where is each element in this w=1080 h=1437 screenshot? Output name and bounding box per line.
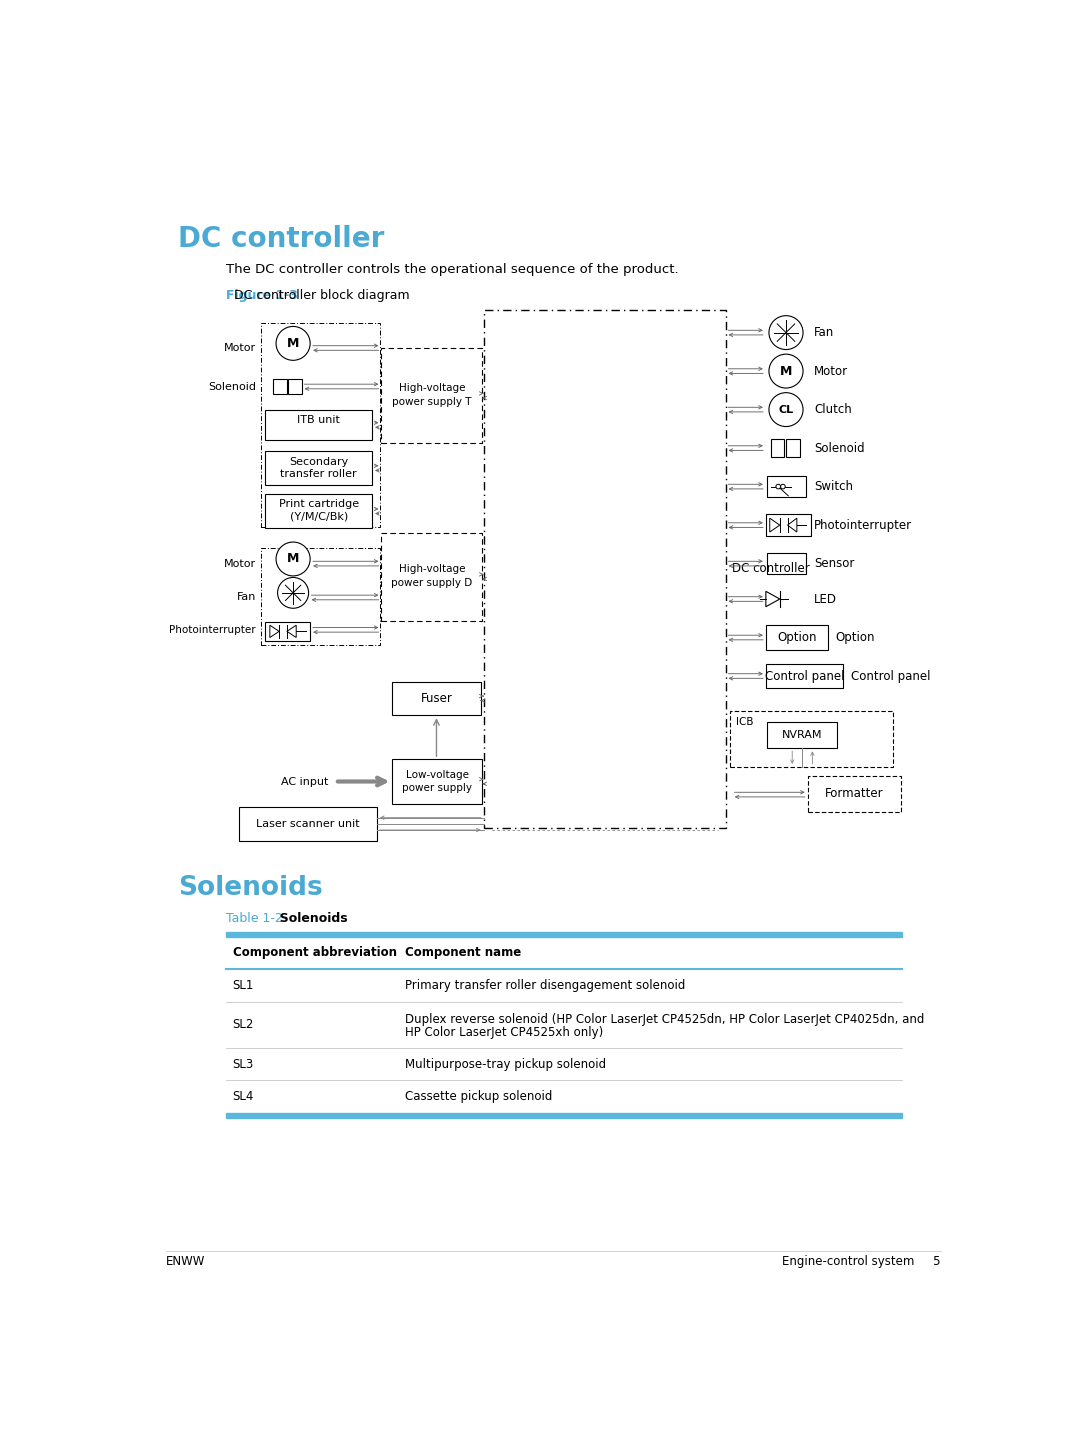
Text: Motor: Motor: [814, 365, 848, 378]
Text: Cassette pickup solenoid: Cassette pickup solenoid: [405, 1089, 552, 1104]
Text: power supply: power supply: [402, 783, 472, 793]
Text: Primary transfer roller disengagement solenoid: Primary transfer roller disengagement so…: [405, 979, 685, 992]
Text: M: M: [287, 336, 299, 349]
Bar: [766, 664, 843, 688]
Text: power supply T: power supply T: [392, 397, 472, 407]
Text: transfer roller: transfer roller: [281, 468, 357, 479]
Bar: [786, 438, 800, 457]
Text: SL1: SL1: [232, 979, 254, 992]
Bar: [287, 379, 301, 394]
Text: Print cartridge: Print cartridge: [279, 499, 359, 509]
Text: M: M: [287, 552, 299, 566]
Text: HP Color LaserJet CP4525xh only): HP Color LaserJet CP4525xh only): [405, 1026, 603, 1039]
Bar: [768, 476, 806, 497]
Bar: [266, 622, 310, 641]
Text: DC controller: DC controller: [732, 562, 810, 575]
Text: SL4: SL4: [232, 1089, 254, 1104]
Text: Motor: Motor: [224, 343, 256, 354]
Text: Photointerrupter: Photointerrupter: [170, 625, 256, 635]
Text: Secondary: Secondary: [289, 457, 348, 467]
Text: NVRAM: NVRAM: [782, 730, 823, 740]
Bar: [730, 711, 893, 767]
Text: M: M: [780, 365, 793, 378]
Text: Fan: Fan: [814, 326, 834, 339]
Text: Sensor: Sensor: [814, 558, 854, 570]
Text: Duplex reverse solenoid (HP Color LaserJet CP4525dn, HP Color LaserJet CP4025dn,: Duplex reverse solenoid (HP Color LaserJ…: [405, 1013, 924, 1026]
Circle shape: [276, 542, 310, 576]
Bar: [770, 438, 784, 457]
Text: Formatter: Formatter: [825, 787, 883, 800]
Bar: [381, 348, 482, 444]
Text: Low-voltage: Low-voltage: [406, 770, 469, 780]
Text: AC input: AC input: [282, 776, 328, 786]
Text: CL: CL: [779, 405, 794, 415]
Text: Solenoid: Solenoid: [207, 381, 256, 391]
Text: Clutch: Clutch: [814, 404, 852, 417]
Bar: [227, 1112, 902, 1118]
Bar: [768, 553, 806, 575]
Text: LED: LED: [814, 592, 837, 605]
Text: High-voltage: High-voltage: [399, 563, 465, 573]
Bar: [273, 379, 287, 394]
Text: Fuser: Fuser: [420, 691, 453, 706]
Bar: [392, 683, 481, 716]
Text: Component name: Component name: [405, 947, 521, 960]
Text: Motor: Motor: [224, 559, 256, 569]
Text: ICB: ICB: [737, 717, 754, 727]
Text: ENWW: ENWW: [166, 1256, 205, 1269]
Bar: [768, 723, 837, 749]
Circle shape: [276, 326, 310, 361]
Text: power supply D: power supply D: [391, 578, 472, 588]
Text: Solenoid: Solenoid: [814, 441, 864, 454]
Text: Laser scanner unit: Laser scanner unit: [256, 819, 360, 829]
Text: DC controller: DC controller: [177, 224, 384, 253]
Text: Control panel: Control panel: [765, 670, 845, 683]
Text: SL2: SL2: [232, 1019, 254, 1032]
Bar: [766, 514, 811, 536]
Bar: [260, 547, 380, 645]
Text: Figure 1-3: Figure 1-3: [227, 289, 298, 302]
Circle shape: [769, 392, 804, 427]
Bar: [392, 759, 482, 803]
Text: Switch: Switch: [814, 480, 853, 493]
Bar: [227, 931, 902, 937]
Bar: [239, 808, 377, 841]
Text: Photointerrupter: Photointerrupter: [814, 519, 912, 532]
Text: Solenoids: Solenoids: [177, 875, 322, 901]
Text: The DC controller controls the operational sequence of the product.: The DC controller controls the operation…: [227, 263, 679, 276]
Bar: [266, 494, 373, 529]
Text: Solenoids: Solenoids: [271, 911, 348, 924]
Text: (Y/M/C/Bk): (Y/M/C/Bk): [289, 512, 348, 522]
Text: Option: Option: [778, 631, 816, 644]
Text: Option: Option: [836, 631, 875, 644]
Text: Table 1-2: Table 1-2: [227, 911, 283, 924]
Bar: [808, 776, 901, 812]
Circle shape: [769, 316, 804, 349]
Circle shape: [781, 484, 785, 489]
Text: DC controller block diagram: DC controller block diagram: [227, 289, 410, 302]
Text: Multipurpose-tray pickup solenoid: Multipurpose-tray pickup solenoid: [405, 1058, 606, 1071]
Text: SL3: SL3: [232, 1058, 254, 1071]
Text: ITB unit: ITB unit: [297, 415, 340, 425]
Text: Engine-control system     5: Engine-control system 5: [783, 1256, 941, 1269]
Bar: [266, 410, 373, 440]
Bar: [260, 322, 380, 526]
Bar: [266, 451, 373, 486]
Circle shape: [769, 354, 804, 388]
Circle shape: [278, 578, 309, 608]
Text: Component abbreviation: Component abbreviation: [232, 947, 396, 960]
Text: Fan: Fan: [237, 592, 256, 602]
Text: High-voltage: High-voltage: [399, 384, 465, 394]
Bar: [381, 533, 482, 621]
Bar: [766, 625, 828, 650]
Bar: [484, 309, 726, 829]
Circle shape: [775, 484, 781, 489]
Text: Control panel: Control panel: [851, 670, 931, 683]
